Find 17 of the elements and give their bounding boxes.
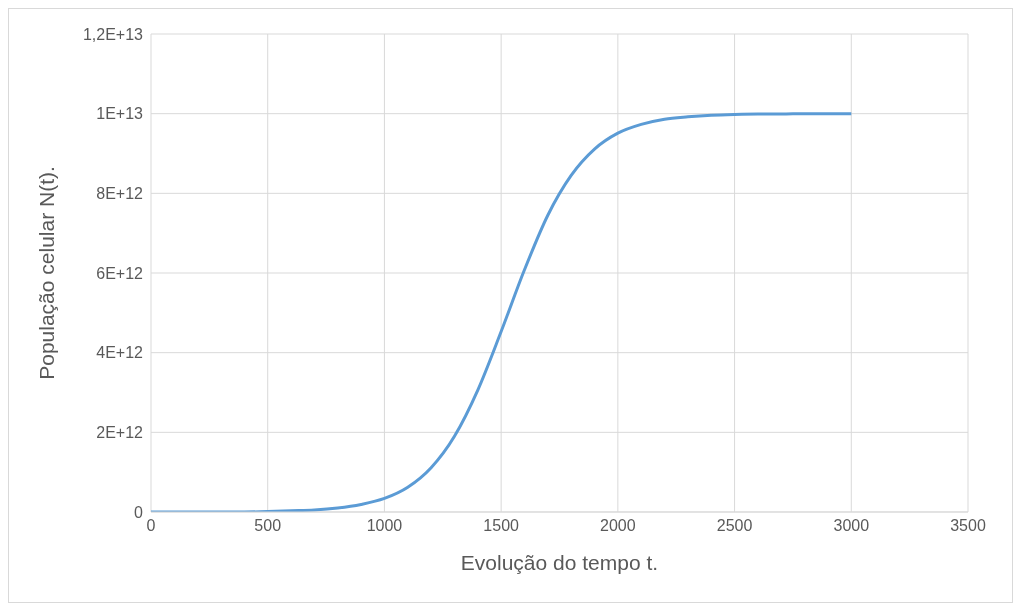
- x-tick-label: 2000: [600, 517, 636, 535]
- x-tick-label: 3500: [950, 517, 986, 535]
- y-tick-label: 2E+12: [96, 424, 144, 442]
- y-tick-label: 1E+13: [96, 105, 144, 123]
- y-axis-title: População celular N(t).: [35, 166, 59, 380]
- x-tick-label: 1500: [483, 517, 520, 535]
- x-axis-title: Evolução do tempo t.: [460, 551, 659, 574]
- y-tick-label: 0: [134, 503, 144, 521]
- y-tick-label: 8E+12: [96, 185, 144, 203]
- x-tick-label: 2500: [716, 517, 753, 535]
- x-tick-label: 500: [254, 517, 282, 535]
- x-tick-label: 0: [146, 517, 156, 535]
- x-tick-label: 3000: [833, 517, 870, 535]
- x-tick-label: 1000: [366, 517, 403, 535]
- y-tick-label: 4E+12: [96, 344, 144, 362]
- y-tick-label: 6E+12: [96, 264, 144, 282]
- y-tick-label: 1,2E+13: [82, 25, 144, 43]
